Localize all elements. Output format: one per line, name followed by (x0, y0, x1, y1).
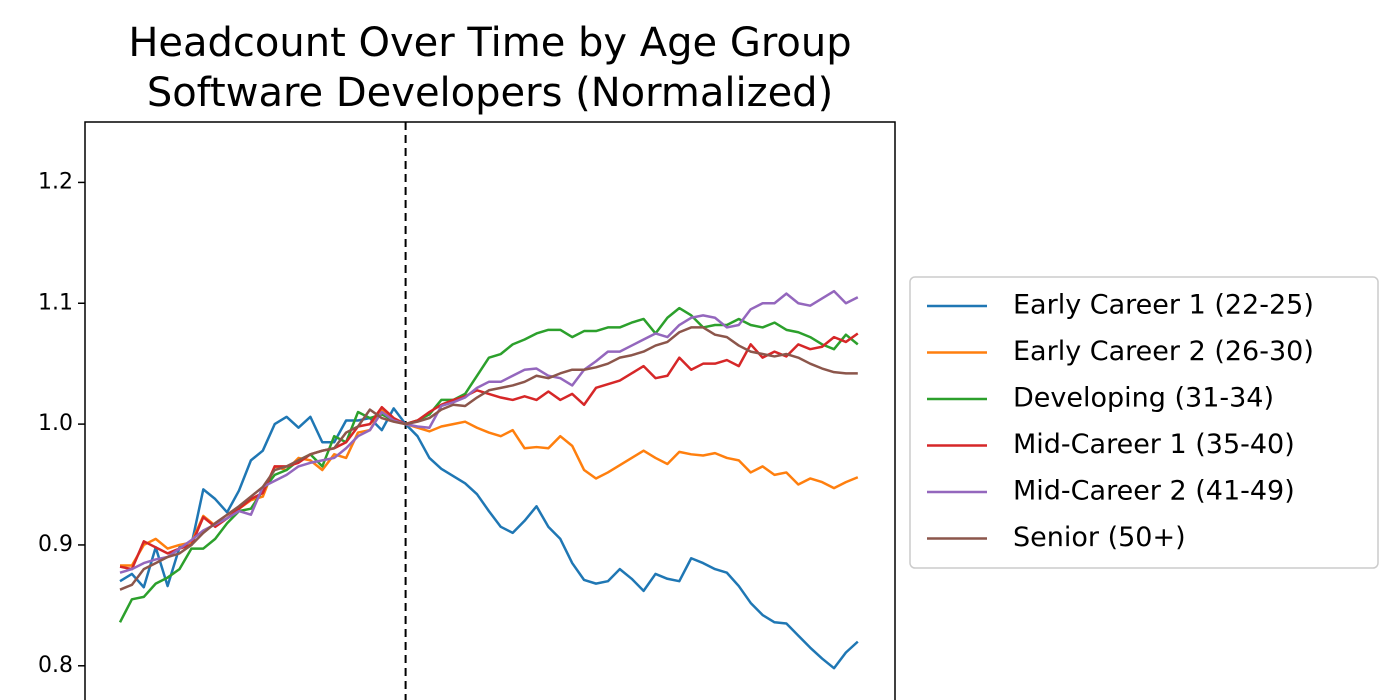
legend-label: Early Career 2 (26-30) (1013, 336, 1314, 367)
legend-label: Developing (31-34) (1013, 383, 1274, 414)
legend-label: Senior (50+) (1013, 522, 1186, 553)
chart-subtitle: Software Developers (Normalized) (147, 70, 833, 116)
series-line (119, 289, 859, 574)
series-line (118, 306, 859, 623)
legend-label: Early Career 1 (22-25) (1013, 290, 1314, 321)
y-tick-label: 1.1 (38, 290, 73, 315)
series-line (119, 326, 858, 591)
series-line (120, 408, 859, 567)
y-tick-label: 0.8 (38, 653, 73, 678)
legend-label: Mid-Career 1 (35-40) (1013, 429, 1295, 460)
y-tick-label: 0.9 (38, 532, 73, 557)
plot-frame (84, 121, 896, 700)
series-line (119, 407, 859, 670)
y-tick-label: 1.2 (38, 169, 73, 194)
legend-box (909, 276, 1379, 569)
plot-area (118, 122, 859, 700)
chart-title: Headcount Over Time by Age Group (128, 20, 851, 66)
legend-label: Mid-Career 2 (41-49) (1013, 476, 1295, 507)
y-tick-label: 1.0 (38, 411, 73, 436)
series-line (119, 332, 859, 571)
